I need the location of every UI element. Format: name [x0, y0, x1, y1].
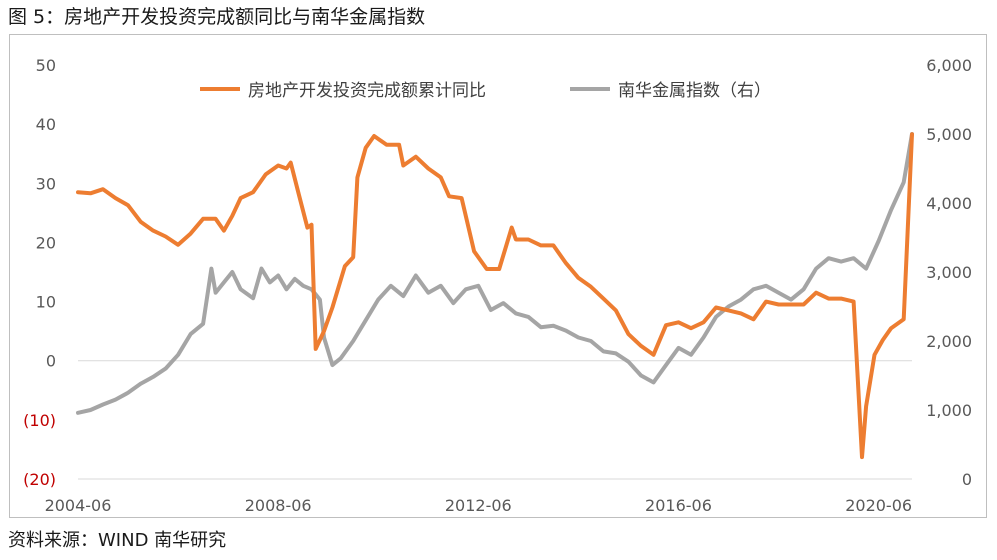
chart-frame: 房地产开发投资完成额累计同比 南华金属指数（右） 50 40 30 20 10 0 (10)… [9, 34, 987, 518]
y-left-tick-label: 30 [36, 174, 56, 193]
source-note: 资料来源：WIND 南华研究 [8, 530, 227, 551]
chart-svg: 房地产开发投资完成额累计同比 南华金属指数（右） 50 40 30 20 10 0 (10)… [23, 56, 972, 515]
x-tick-label: 2020-06 [845, 496, 912, 515]
y-left-tick-label: 20 [36, 233, 56, 252]
y-right-tick-label: 3,000 [926, 263, 972, 282]
series-line-nanhua-metal-index [76, 132, 914, 415]
x-tick-label: 2008-06 [245, 496, 312, 515]
legend-label-right-series: 南华金属指数（右） [618, 81, 771, 101]
y-right-tick-label: 6,000 [926, 56, 972, 75]
y-left-tick-label: 10 [36, 293, 56, 312]
figure-title: 图 5：房地产开发投资完成额同比与南华金属指数 [8, 6, 426, 28]
y-right-tick-label: 4,000 [926, 194, 972, 213]
y-right-tick-label: 2,000 [926, 332, 972, 351]
series-line-real-estate-investment [76, 132, 914, 460]
y-right-tick-label: 1,000 [926, 401, 972, 420]
legend-label-left-series: 房地产开发投资完成额累计同比 [248, 81, 486, 101]
x-tick-label: 2016-06 [645, 496, 712, 515]
y-left-tick-label: 40 [36, 115, 56, 134]
y-left-tick-label: 0 [46, 352, 56, 371]
y-left-tick-label: (20) [23, 470, 56, 489]
axes-layer: 50 40 30 20 10 0 (10) (20) 6,000 5,000 4,000 3,000 2… [23, 56, 972, 515]
y-left-tick-label: 50 [36, 56, 56, 75]
series-layer [76, 132, 914, 460]
x-tick-label: 2004-06 [45, 496, 112, 515]
x-tick-label: 2012-06 [445, 496, 512, 515]
y-right-tick-label: 0 [962, 470, 972, 489]
y-right-tick-label: 5,000 [926, 125, 972, 144]
y-left-tick-label: (10) [23, 411, 56, 430]
legend: 房地产开发投资完成额累计同比 南华金属指数（右） [200, 81, 771, 101]
